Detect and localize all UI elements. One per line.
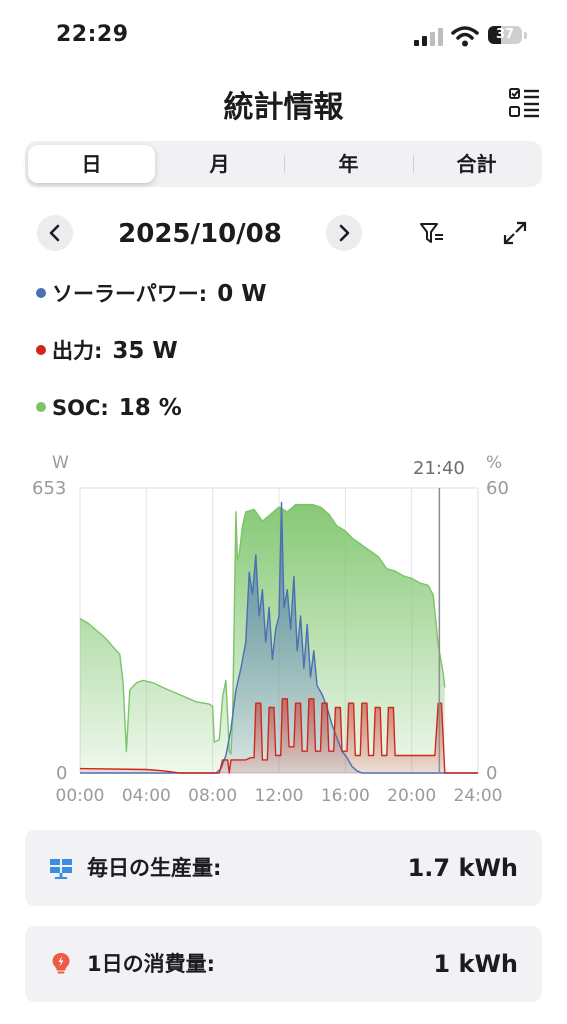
series-area-solar — [80, 502, 478, 773]
tab-month[interactable]: 月 — [209, 152, 230, 176]
legend-label: ソーラーパワー: — [52, 282, 208, 306]
x-tick-label: 16:00 — [321, 786, 370, 806]
right-axis-min: 0 — [486, 763, 497, 784]
filter-icon[interactable] — [417, 218, 447, 248]
x-tick-label: 08:00 — [188, 786, 237, 806]
soc-dot-icon — [36, 402, 46, 412]
x-tick-label: 12:00 — [255, 786, 304, 806]
x-tick-label: 04:00 — [122, 786, 171, 806]
legend-soc: SOC: 18 % — [36, 393, 182, 423]
tab-total[interactable]: 合計 — [456, 152, 497, 176]
left-axis-max: 653 — [32, 478, 66, 499]
series-area-output — [80, 698, 478, 773]
legend-value: 35 W — [112, 338, 178, 364]
period-tabs: 日 月 年 合計 — [25, 141, 542, 187]
left-axis-min: 0 — [56, 763, 67, 784]
daily-consumption-card: 1日の消費量: 1 kWh — [25, 926, 542, 1002]
x-tick-label: 24:00 — [454, 786, 503, 806]
x-tick-label: 00:00 — [56, 786, 105, 806]
lightbulb-icon — [52, 953, 70, 974]
battery-icon: 37 — [488, 26, 528, 46]
daily-consumption-label: 1日の消費量: — [87, 952, 216, 976]
cursor-time-label: 21:40 — [413, 458, 465, 479]
expand-icon[interactable] — [500, 218, 530, 248]
battery-level: 37 — [495, 27, 515, 42]
tab-year[interactable]: 年 — [338, 152, 359, 176]
chevron-right-icon — [339, 224, 350, 242]
legend-output: 出力: 35 W — [36, 336, 178, 366]
tab-day[interactable]: 日 — [28, 145, 155, 183]
daily-power-chart[interactable]: W % 653 60 0 0 21:40 00:00 04:00 08:00 12:0… — [0, 440, 567, 820]
prev-date-button[interactable] — [37, 215, 73, 251]
legend-value: 0 W — [217, 281, 267, 307]
legend-label: SOC: — [52, 396, 109, 420]
chevron-left-icon — [49, 224, 60, 242]
date-navigation: 2025/10/08 — [0, 213, 567, 259]
solar-dot-icon — [36, 288, 46, 298]
series-line-soc — [79, 503, 446, 755]
checklist-menu-icon[interactable] — [507, 86, 541, 120]
legend-solar-power: ソーラーパワー: 0 W — [36, 279, 267, 309]
solar-panel-icon — [50, 859, 72, 879]
series-line-output — [79, 698, 478, 774]
right-axis-max: 60 — [486, 478, 509, 499]
daily-production-value: 1.7 kWh — [407, 854, 518, 882]
current-date: 2025/10/08 — [118, 219, 282, 249]
legend-label: 出力: — [52, 339, 103, 363]
next-date-button[interactable] — [326, 215, 362, 251]
right-unit-label: % — [486, 453, 502, 473]
wifi-icon — [451, 26, 479, 47]
cellular-signal-icon — [414, 28, 443, 46]
page-title: 統計情報 — [223, 90, 344, 125]
status-bar: 22:29 37 — [0, 0, 567, 60]
left-unit-label: W — [52, 453, 69, 473]
output-dot-icon — [36, 345, 46, 355]
daily-production-label: 毎日の生産量: — [87, 856, 222, 880]
tab-divider — [284, 155, 285, 173]
series-line-solar — [80, 501, 478, 774]
status-time: 22:29 — [56, 22, 129, 47]
daily-production-card: 毎日の生産量: 1.7 kWh — [25, 830, 542, 906]
x-tick-label: 20:00 — [387, 786, 436, 806]
legend-value: 18 % — [118, 395, 182, 421]
daily-consumption-value: 1 kWh — [433, 950, 518, 978]
tab-divider — [413, 155, 414, 173]
